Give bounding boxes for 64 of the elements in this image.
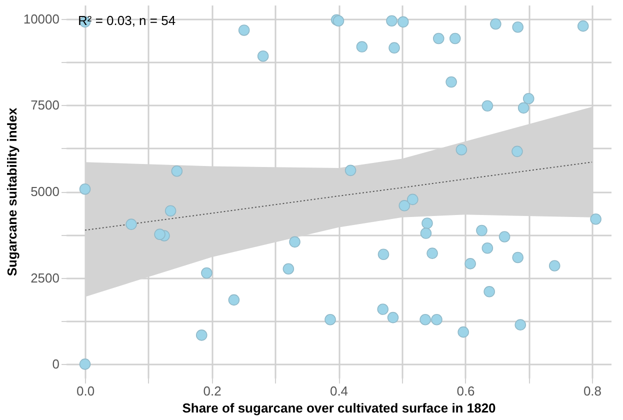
point [422, 218, 433, 229]
point [482, 100, 494, 112]
point [484, 286, 495, 298]
point [126, 218, 137, 230]
point [446, 76, 457, 88]
point [282, 263, 294, 274]
y-tick-label: 5000 [30, 184, 60, 199]
point [154, 228, 166, 240]
x-tick-label: 0.0 [76, 384, 95, 398]
point [514, 319, 526, 330]
y-tick-label: 10000 [23, 11, 60, 26]
point [356, 41, 368, 52]
point [420, 228, 432, 239]
point [590, 213, 602, 225]
x-tick-label: 0.4 [330, 384, 348, 398]
point [257, 50, 269, 62]
point [79, 358, 91, 370]
x-tick-label: 0.2 [203, 384, 222, 398]
x-tick-label: 0.8 [583, 384, 602, 398]
point [464, 258, 476, 270]
point [548, 260, 560, 272]
point [482, 242, 494, 254]
point [397, 16, 409, 28]
point [407, 194, 418, 206]
point [522, 92, 534, 104]
point [386, 15, 398, 27]
point [512, 21, 524, 33]
point [377, 304, 389, 315]
point [498, 231, 510, 242]
point [388, 42, 400, 54]
x-axis-title: Share of sugarcane over cultivated surface in 1820 [182, 400, 496, 416]
point [164, 205, 176, 216]
point [431, 314, 442, 326]
point [432, 32, 444, 44]
point [458, 326, 469, 338]
y-axis-title: Sugarcane suitability index [4, 107, 20, 276]
y-tick-label: 0 [52, 356, 60, 372]
point [228, 294, 240, 306]
point [324, 314, 336, 326]
point [577, 20, 589, 32]
point [420, 314, 431, 326]
y-tick-label: 7500 [30, 98, 60, 113]
point [476, 224, 488, 236]
point [426, 248, 438, 259]
y-tick-label: 2500 [30, 270, 60, 286]
annotation: R² = 0.03, n = 54 [78, 13, 176, 28]
point [238, 24, 250, 36]
point [398, 200, 410, 212]
point [512, 146, 523, 158]
point [201, 267, 212, 279]
point [344, 164, 356, 176]
x-tick-label: 0.6 [456, 384, 475, 398]
point [449, 32, 461, 44]
line-series [84, 162, 592, 231]
point [387, 312, 399, 324]
point [289, 236, 300, 248]
point [196, 330, 208, 341]
point [512, 252, 524, 264]
point [518, 102, 530, 114]
point [490, 18, 502, 30]
point [171, 165, 183, 177]
point [378, 248, 390, 260]
point [456, 144, 468, 156]
point [79, 183, 91, 195]
